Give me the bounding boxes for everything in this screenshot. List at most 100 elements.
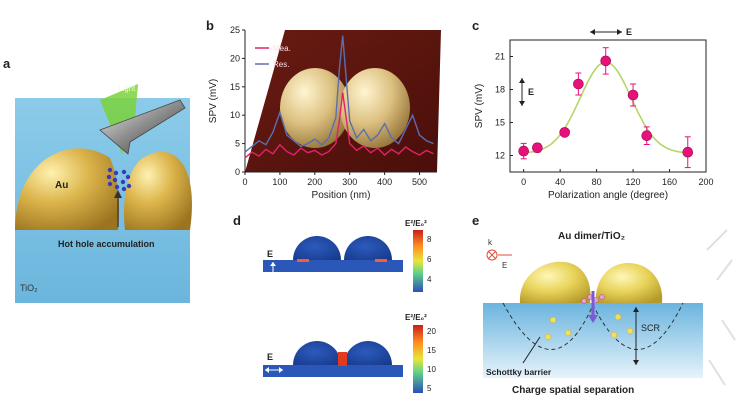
panel-a-schematic — [15, 84, 192, 303]
y-tick-label: 25 — [230, 25, 240, 35]
data-point — [682, 146, 694, 158]
data-point — [518, 145, 529, 157]
data-point — [600, 55, 612, 67]
series-line-mea — [244, 92, 434, 159]
sim-bottom-gap-hotspot — [338, 352, 347, 366]
x-tick-label: 40 — [555, 177, 565, 187]
panel-b-letter: b — [206, 18, 214, 33]
x-tick-label: 160 — [662, 177, 677, 187]
polarization-vertical-arrow — [519, 78, 525, 106]
hot-hole-label: Hot hole accumulation — [58, 239, 155, 249]
light-label: Light — [118, 84, 136, 93]
x-axis-title: Position (nm) — [312, 190, 371, 200]
legend-label-res: Res. — [273, 60, 289, 69]
x-tick-label: 0 — [521, 177, 526, 187]
e-label-horizontal: E — [626, 27, 632, 37]
x-tick-label: 0 — [242, 177, 247, 187]
k-vector-cross — [487, 250, 497, 260]
barrier-label: Schottky barrier — [486, 367, 552, 377]
sim-top-substrate — [263, 260, 403, 272]
series-line-res — [244, 35, 434, 153]
scr-arrow — [633, 307, 639, 365]
au-label: Au — [55, 180, 69, 191]
data-point — [559, 127, 570, 138]
panel-a-letter: a — [3, 56, 11, 71]
au-particle-right-e — [595, 263, 663, 303]
k-label: k — [488, 238, 493, 247]
legend: Mea. Res. — [255, 44, 291, 69]
sim-top-e-arrow — [270, 262, 276, 276]
hot-hole-cluster — [106, 167, 132, 192]
sim-bottom-e-label: E — [267, 352, 273, 362]
spv-map-particle-left — [280, 68, 350, 148]
barrier-pointer — [522, 336, 541, 364]
colorbar-top-tick: 8 — [427, 235, 432, 244]
y-axis-title: SPV (mV) — [474, 84, 485, 128]
colorbar-bottom-tick: 5 — [427, 384, 432, 393]
colorbar-bottom-tick: 10 — [427, 365, 436, 374]
data-point — [573, 78, 584, 90]
x-tick-label: 500 — [412, 177, 427, 187]
colorbar-top-title: E²/E₀² — [405, 220, 427, 228]
sim-top-dome-left — [293, 236, 341, 260]
colorbar-bottom-tick: 15 — [427, 346, 436, 355]
y-tick-label: 15 — [230, 82, 240, 92]
y-tick-label: 5 — [235, 139, 240, 149]
afm-tip — [99, 99, 186, 155]
e-title: Au dimer/TiO₂ — [558, 231, 625, 242]
y-tick-label: 15 — [495, 118, 505, 128]
e-caption: Charge spatial separation — [512, 385, 634, 396]
x-tick-label: 80 — [592, 177, 602, 187]
spv-map-particle-right — [340, 68, 410, 148]
sim-top-e-label: E — [267, 249, 273, 259]
plot-frame — [509, 39, 707, 173]
colorbar-bottom-tick: 20 — [427, 327, 436, 336]
panel-e-letter: e — [472, 213, 480, 228]
colorbar-top-tick: 6 — [427, 255, 432, 264]
sim-top-hotspot-left — [297, 259, 309, 262]
colorbar-top-tick: 4 — [427, 275, 432, 284]
e-label-vertical: E — [528, 87, 534, 97]
y-tick-label: 18 — [495, 85, 505, 95]
e-field-label: E — [502, 261, 507, 270]
au-particle-left-e — [519, 261, 591, 303]
sim-top-hotspot-right — [375, 259, 387, 262]
x-tick-label: 400 — [377, 177, 392, 187]
y-tick-label: 0 — [235, 167, 240, 177]
y-tick-label: 12 — [495, 151, 505, 161]
x-axis-title: Polarization angle (degree) — [548, 190, 668, 200]
colorbar-bottom-title: E²/E₀² — [405, 313, 427, 322]
x-tick-label: 200 — [307, 177, 322, 187]
panel-b-chart: 0 100 200 300 400 500 0 5 10 15 20 25 Position (nm) S… — [208, 25, 441, 200]
sim-bottom-dome-right — [344, 341, 392, 365]
hot-hole-arrowhead — [114, 190, 122, 198]
panel-c-chart: 0 40 80 120 160 200 12 15 18 21 Polarization angle… — [474, 27, 714, 200]
gaussian-fit-curve — [523, 61, 688, 154]
sim-bottom-dome-left — [293, 341, 341, 365]
au-particle-left — [15, 148, 120, 230]
sim-top-dome-right — [344, 236, 392, 260]
electron-cluster — [544, 313, 634, 341]
legend-label-mea: Mea. — [273, 44, 291, 53]
panel-d-simulation: E E²/E₀² 8 6 4 E E²/E₀² 20 15 10 5 — [263, 220, 436, 393]
polarization-horizontal-arrow — [590, 29, 622, 35]
x-tick-label: 120 — [626, 177, 641, 187]
sim-bottom-substrate — [263, 365, 403, 377]
y-axis-title: SPV (mV) — [208, 79, 219, 123]
au-particle-right — [123, 151, 192, 230]
sim-bottom-e-arrow — [265, 367, 283, 373]
panel-e-schematic: Au dimer/TiO₂ k E SCR Schottky barrier C… — [483, 231, 703, 396]
tio2-label: TiO₂ — [20, 283, 38, 293]
x-tick-label: 300 — [342, 177, 357, 187]
data-point — [627, 89, 639, 101]
colorbar-bottom — [413, 325, 423, 393]
y-tick-label: 20 — [230, 53, 240, 63]
colorbar-top — [413, 230, 423, 292]
watermark-decoration — [706, 229, 736, 386]
panel-c-letter: c — [472, 18, 480, 33]
scr-label: SCR — [641, 323, 661, 333]
y-tick-label: 10 — [230, 110, 240, 120]
data-point — [641, 130, 653, 141]
hole-cluster — [581, 294, 605, 304]
